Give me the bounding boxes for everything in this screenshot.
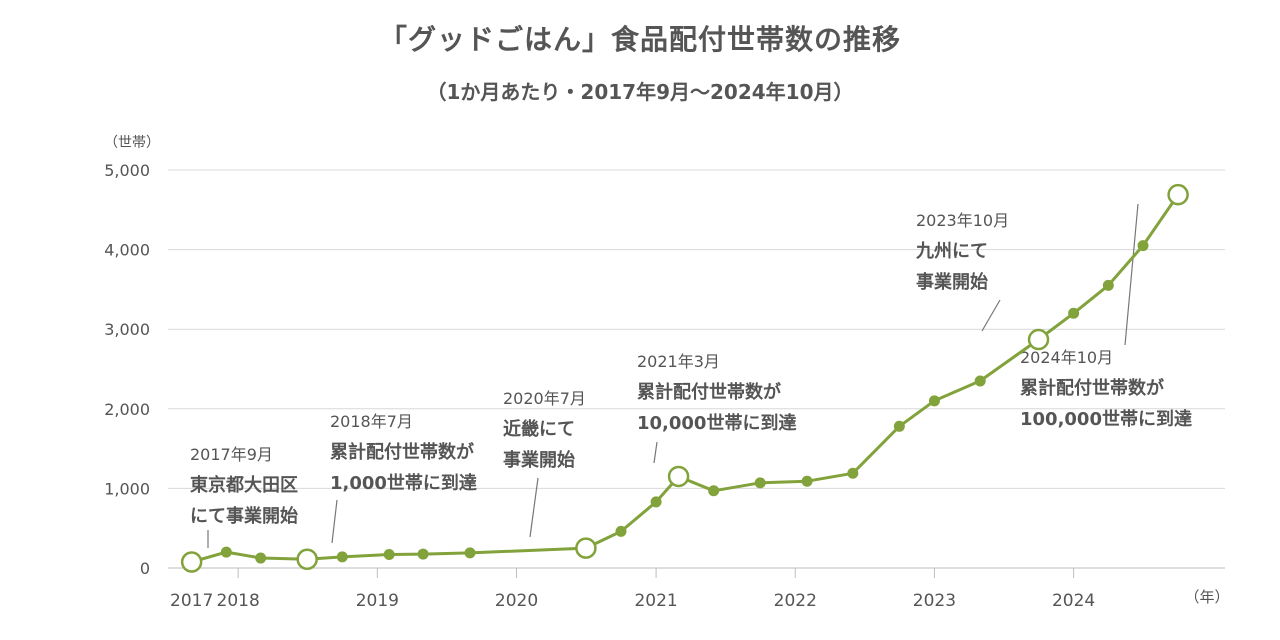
annotation-text: にて事業開始 bbox=[190, 505, 298, 527]
annotation-text: 10,000世帯に到達 bbox=[637, 412, 796, 434]
data-point bbox=[417, 548, 429, 560]
chart-title: 「グッドごはん」食品配付世帯数の推移 bbox=[378, 23, 901, 56]
annotation-leader bbox=[653, 441, 658, 464]
annotation-text: 累計配付世帯数が bbox=[637, 381, 781, 403]
data-point bbox=[893, 420, 905, 432]
x-tick-label: 2020 bbox=[495, 591, 538, 611]
data-point bbox=[1068, 307, 1080, 319]
x-tick-label: 2019 bbox=[356, 591, 399, 611]
annotation-text: 2017年9月 bbox=[190, 445, 273, 464]
grid-layer bbox=[168, 169, 1225, 569]
data-point bbox=[801, 475, 813, 487]
annotation-text: 2020年7月 bbox=[503, 389, 586, 408]
milestone-point bbox=[667, 465, 690, 488]
x-tick-label: 2018 bbox=[217, 591, 260, 611]
annotation-text: 100,000世帯に到達 bbox=[1020, 408, 1192, 430]
annotation-leader bbox=[1124, 203, 1139, 346]
annotation-text: 累計配付世帯数が bbox=[1020, 377, 1164, 399]
y-tick-label: 4,000 bbox=[104, 241, 150, 260]
annotation-leader bbox=[529, 477, 539, 538]
data-point bbox=[336, 551, 348, 563]
annotation-text: 事業開始 bbox=[503, 449, 575, 471]
x-axis-label: （年） bbox=[1184, 588, 1229, 606]
milestone-point bbox=[1027, 328, 1050, 351]
chart-subtitle: （1か月あたり・2017年9月〜2024年10月） bbox=[426, 80, 854, 104]
data-point bbox=[650, 496, 662, 508]
annotation-leader bbox=[331, 499, 338, 544]
data-point bbox=[255, 552, 267, 564]
milestone-point bbox=[1167, 183, 1189, 206]
annotation-leader bbox=[981, 299, 1001, 332]
milestone-point bbox=[575, 537, 597, 559]
y-tick-label: 5,000 bbox=[104, 161, 150, 180]
annotation-text: 累計配付世帯数が bbox=[330, 441, 474, 463]
data-point bbox=[383, 548, 395, 560]
data-point bbox=[928, 395, 940, 407]
annotation-text: 2021年3月 bbox=[637, 352, 720, 371]
milestone-point bbox=[180, 551, 203, 573]
data-point bbox=[615, 525, 627, 537]
annotation-text: 事業開始 bbox=[916, 271, 988, 293]
y-tick-label: 3,000 bbox=[104, 320, 150, 339]
data-point bbox=[1102, 279, 1114, 291]
annotation-text: 2023年10月 bbox=[916, 211, 1009, 230]
data-point bbox=[708, 485, 720, 497]
data-point bbox=[754, 477, 766, 489]
series-layer bbox=[180, 183, 1189, 573]
x-tick-label: 2017 bbox=[170, 591, 213, 611]
x-tick-label: 2021 bbox=[634, 591, 677, 611]
annotation-text: 2018年7月 bbox=[330, 412, 413, 431]
x-tick-label: 2024 bbox=[1052, 591, 1095, 611]
y-axis-label: （世帯） bbox=[104, 135, 160, 151]
annotation-text: 東京都大田区 bbox=[190, 474, 298, 496]
annotation-text: 近畿にて bbox=[503, 418, 575, 440]
x-tick-label: 2023 bbox=[913, 591, 956, 611]
y-tick-label: 1,000 bbox=[104, 479, 150, 498]
annotation-text: 2024年10月 bbox=[1020, 348, 1113, 367]
data-point bbox=[220, 546, 232, 558]
data-point bbox=[464, 547, 476, 559]
y-tick-label: 2,000 bbox=[104, 400, 150, 419]
data-point bbox=[1137, 240, 1149, 252]
milestone-point bbox=[296, 548, 318, 570]
axis-layer: 0 1,000 2,000 3,000 4,000 5,000 （世帯） 2017 2018 20… bbox=[104, 135, 1230, 611]
data-point bbox=[847, 467, 859, 479]
annotation-text: 1,000世帯に到達 bbox=[330, 472, 477, 494]
annotation-layer: 2017年9月東京都大田区にて事業開始2018年7月累計配付世帯数が1,000世… bbox=[190, 203, 1192, 548]
x-tick-label: 2022 bbox=[774, 591, 817, 611]
y-tick-label: 0 bbox=[140, 559, 150, 578]
data-point bbox=[974, 375, 986, 387]
annotation-text: 九州にて bbox=[915, 241, 988, 262]
